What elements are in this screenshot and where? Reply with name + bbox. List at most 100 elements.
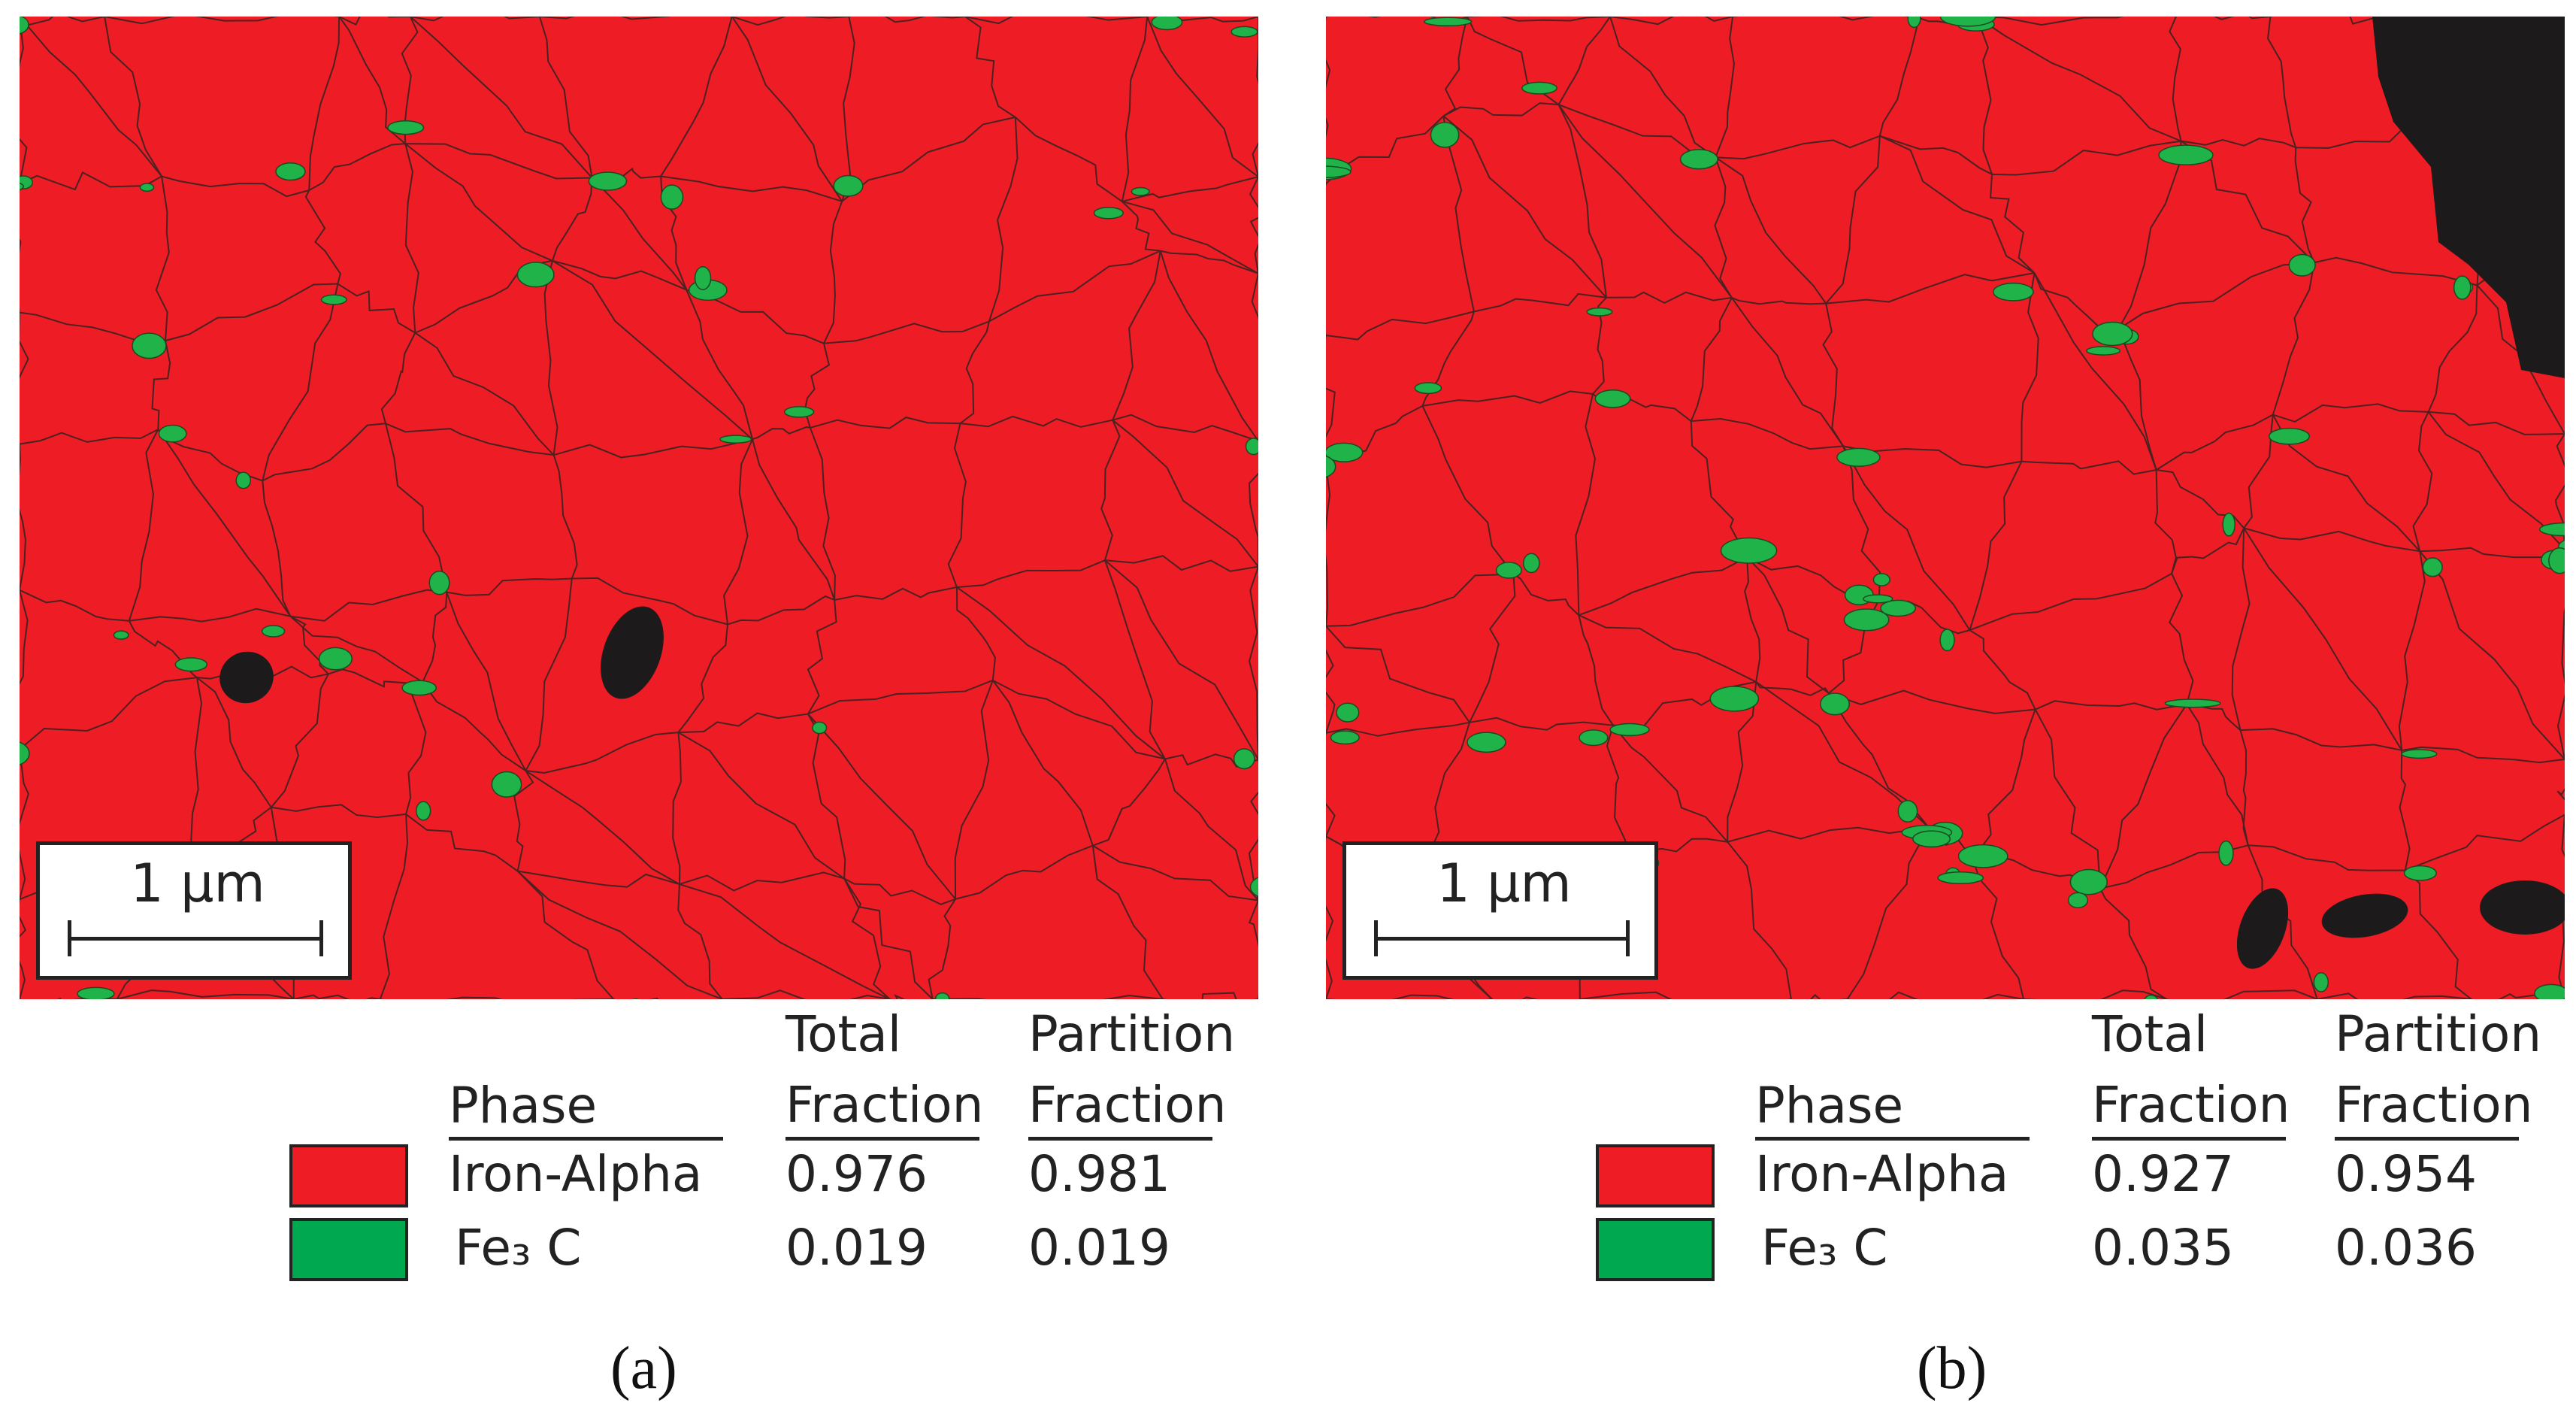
grain-boundary bbox=[293, 994, 380, 999]
grain-boundary bbox=[196, 677, 272, 808]
grain-boundary bbox=[1969, 629, 2036, 711]
grain-boundary bbox=[20, 17, 162, 177]
grain-boundary bbox=[1122, 176, 1258, 202]
cementite-region bbox=[158, 424, 187, 443]
grain-boundary bbox=[2272, 403, 2429, 423]
grain-boundary bbox=[404, 143, 419, 333]
grain-boundary bbox=[1473, 292, 1607, 313]
iron-alpha-region bbox=[20, 17, 1258, 999]
grain-boundary bbox=[1122, 201, 1161, 252]
grain-boundary bbox=[1578, 614, 1614, 726]
grain-boundary bbox=[2021, 272, 2039, 462]
cementite-region bbox=[318, 647, 353, 671]
grain-boundary bbox=[1326, 836, 1334, 999]
grain-boundary bbox=[2272, 414, 2420, 552]
grain-boundary bbox=[679, 871, 845, 892]
cementite-region bbox=[1522, 553, 1540, 574]
cementite-region bbox=[2534, 983, 2565, 999]
grain-boundary bbox=[2412, 411, 2433, 552]
cementite-region bbox=[235, 471, 252, 489]
cementite-region bbox=[2164, 698, 2221, 708]
grain-boundary bbox=[751, 438, 836, 601]
cementite-region bbox=[1423, 17, 1473, 27]
grain-boundary bbox=[959, 321, 990, 424]
grain-boundary bbox=[2428, 411, 2565, 435]
cementite-region bbox=[1709, 686, 1760, 712]
grain-boundary bbox=[1160, 250, 1258, 274]
phase-map bbox=[1326, 17, 2565, 999]
grain-boundary bbox=[157, 429, 292, 617]
header-underline bbox=[1028, 1137, 1212, 1141]
grain-boundary bbox=[1112, 250, 1161, 421]
cementite-region bbox=[719, 435, 752, 444]
cementite-region bbox=[694, 265, 712, 290]
grain-boundary bbox=[1609, 17, 1733, 26]
cementite-region bbox=[1820, 692, 1850, 716]
table-cell: 0.954 bbox=[2335, 1145, 2477, 1203]
table-cell: Iron-Alpha bbox=[1755, 1145, 2009, 1203]
cementite-region bbox=[1836, 447, 1881, 467]
cementite-region bbox=[1326, 165, 1352, 179]
grain-boundary bbox=[1112, 419, 1258, 568]
grain-boundary bbox=[155, 176, 170, 341]
grain-boundary bbox=[104, 17, 162, 177]
grain-boundary bbox=[1731, 297, 1844, 447]
grain-boundary bbox=[385, 423, 554, 456]
grain-boundary bbox=[1575, 393, 1596, 616]
grain-boundary bbox=[385, 423, 448, 592]
cementite-region bbox=[1609, 723, 1650, 737]
cementite-region bbox=[320, 294, 347, 305]
grain-boundary bbox=[539, 17, 732, 20]
grain-boundary bbox=[2471, 993, 2565, 999]
cementite-region bbox=[783, 406, 815, 418]
grain-boundary bbox=[1828, 689, 2036, 714]
grain-boundary bbox=[1442, 115, 1607, 298]
grain-boundary bbox=[1826, 271, 2035, 305]
grain-boundary bbox=[1727, 841, 1792, 999]
grain-boundary bbox=[1100, 420, 1121, 561]
grain-boundary bbox=[1557, 104, 1608, 298]
cementite-region bbox=[2538, 522, 2565, 537]
grain-boundary bbox=[1469, 717, 1614, 731]
grain-boundary bbox=[955, 587, 996, 680]
grain-boundary bbox=[947, 423, 967, 588]
grain-boundary bbox=[1326, 626, 1470, 723]
grain-boundary bbox=[2248, 844, 2405, 871]
grain-boundary bbox=[2419, 550, 2565, 760]
cementite-region bbox=[1586, 307, 1613, 317]
grain-boundary bbox=[2314, 256, 2478, 286]
legend-swatch bbox=[289, 1218, 408, 1281]
grain-boundary bbox=[1878, 17, 1918, 137]
grain-boundary bbox=[104, 17, 340, 25]
grain-boundary bbox=[809, 427, 836, 601]
cementite-region bbox=[2092, 321, 2133, 347]
cementite-region bbox=[1430, 122, 1460, 148]
grain-boundary bbox=[2556, 550, 2565, 760]
grain-boundary bbox=[422, 681, 526, 771]
cementite-region bbox=[1939, 17, 1996, 27]
legend-swatch bbox=[289, 1144, 408, 1207]
grain-boundary bbox=[1469, 574, 1516, 723]
grain-boundary bbox=[446, 592, 527, 771]
grain-boundary bbox=[964, 17, 1016, 118]
grain-boundary bbox=[2240, 728, 2402, 751]
grain-boundary bbox=[1326, 732, 1336, 837]
grain-boundary bbox=[20, 589, 29, 750]
grain-boundary bbox=[1248, 900, 1258, 999]
grain-boundary bbox=[290, 589, 447, 622]
grain-boundary bbox=[516, 870, 615, 999]
grain-boundary bbox=[1579, 991, 1791, 999]
grain-boundary bbox=[1442, 17, 1468, 117]
cementite-region bbox=[1230, 26, 1258, 38]
grain-boundary bbox=[932, 995, 1164, 999]
grain-boundary bbox=[2181, 138, 2296, 149]
grain-boundary bbox=[1755, 681, 1830, 696]
grain-boundary bbox=[1715, 17, 1735, 158]
cementite-region bbox=[2218, 840, 2234, 866]
grain-boundary bbox=[304, 189, 341, 284]
grain-boundary bbox=[513, 770, 534, 871]
cementite-region bbox=[588, 171, 628, 191]
cementite-region bbox=[1467, 732, 1506, 753]
cementite-region bbox=[2085, 346, 2121, 356]
cementite-region bbox=[77, 986, 115, 999]
